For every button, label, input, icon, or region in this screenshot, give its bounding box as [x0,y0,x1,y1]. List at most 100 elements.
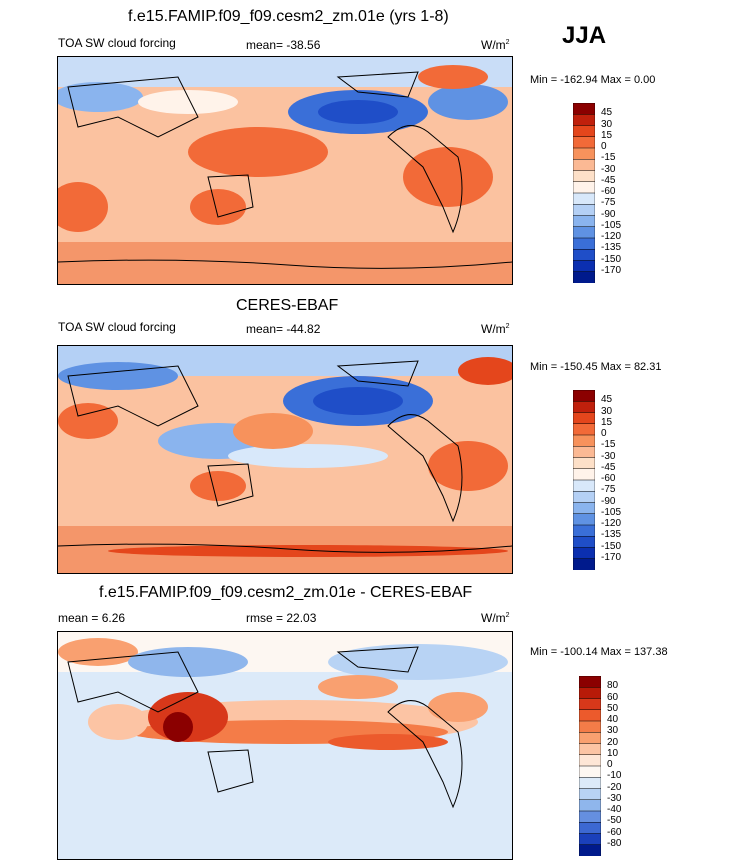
colorbar-tick-label: -90 [601,495,616,507]
colorbar-tick-label: -40 [607,804,622,815]
colorbar-swatch [572,446,596,459]
panel1-colorbar: 45 30 15 0 -15 -30 -45 -60 -75 -90 -105 -120 -135 -15… [572,102,621,288]
panel1-title: f.e15.FAMIP.f09_f09.cesm2_zm.01e (yrs 1-… [128,8,449,25]
colorbar-swatch [572,249,596,262]
colorbar-swatch [578,810,602,823]
colorbar-tick-label: -60 [601,186,616,197]
colorbar-swatch [578,687,602,700]
colorbar-swatch [572,136,596,149]
colorbar-tick-label: 20 [607,736,619,748]
colorbar-swatch [572,536,596,549]
panel1-mean-label: mean= -38.56 [246,38,321,52]
colorbar-tick-label: 60 [607,691,619,703]
panel1-units-label: W/m2 [481,38,510,52]
colorbar-swatch [578,720,602,733]
colorbar-swatch [572,170,596,183]
colorbar-swatch [572,181,596,194]
panel3-rmse-label: rmse = 22.03 [246,611,317,625]
colorbar-swatch [578,743,602,756]
colorbar-swatch [572,260,596,273]
colorbar-tick-label: -45 [601,174,616,186]
colorbar-swatch [572,271,596,284]
colorbar-swatch [578,675,602,688]
colorbar-tick-label: 10 [607,747,619,759]
panel2-colorbar: 45 30 15 0 -15 -30 -45 -60 -75 -90 -105 -120 -135 -15… [572,389,621,575]
colorbar-swatch [578,833,602,846]
colorbar-tick-label: 0 [601,141,607,152]
colorbar-tick-label: -60 [601,473,616,484]
colorbar-tick-label: -120 [601,231,622,242]
colorbar-swatch [572,389,596,402]
panel1-minmax-label: Min = -162.94 Max = 0.00 [530,74,656,86]
colorbar-tick-label: 30 [607,725,619,737]
colorbar-tick-label: 45 [601,394,613,406]
colorbar-swatch [572,159,596,172]
colorbar-tick-label: -10 [607,770,622,782]
colorbar-swatch [578,844,602,857]
colorbar-swatch [572,226,596,239]
colorbar-tick-label: -30 [607,792,622,804]
panel2-units-label: W/m2 [481,322,510,336]
panel2-map [57,345,513,574]
colorbar-tick-label: -50 [607,815,622,827]
colorbar-swatch [572,558,596,571]
colorbar-swatch [572,125,596,138]
panel3-colorbar: 80 60 50 40 30 20 10 0 -10 -20 -30 -40 -50 -60 -80 [578,675,621,861]
colorbar-swatch [572,502,596,515]
colorbar-tick-label: -170 [601,551,622,563]
panel3-map [57,631,513,860]
colorbar-swatch [572,434,596,447]
colorbar-tick-label: 0 [607,759,613,770]
colorbar-tick-label: -30 [601,450,616,462]
colorbar-swatch [572,479,596,492]
colorbar-swatch [572,204,596,217]
colorbar-swatch [572,237,596,250]
colorbar-swatch [572,513,596,526]
colorbar-tick-label: 50 [607,702,619,714]
colorbar-tick-label: -135 [601,242,622,254]
colorbar-swatch [578,777,602,790]
colorbar-swatch [572,147,596,160]
panel1-map [57,56,513,285]
colorbar-swatch [572,412,596,425]
colorbar-tick-label: 80 [607,680,619,692]
colorbar-swatch [578,754,602,767]
panel2-title: CERES-EBAF [236,297,339,314]
colorbar-tick-label: -30 [601,163,616,175]
colorbar-swatch [572,524,596,537]
colorbar-tick-label: -120 [601,518,622,529]
panel3-colorbar-swatches [578,675,602,857]
colorbar-tick-label: -75 [601,197,616,209]
panel3-title: f.e15.FAMIP.f09_f09.cesm2_zm.01e - CERES… [99,584,473,601]
colorbar-swatch [572,547,596,560]
panel2-map-field [58,346,512,573]
colorbar-tick-label: 30 [601,405,613,417]
colorbar-tick-label: -80 [607,837,622,849]
panel2-variable-label: TOA SW cloud forcing [58,320,176,334]
colorbar-tick-label: -45 [601,461,616,473]
colorbar-tick-label: -60 [607,826,622,838]
colorbar-swatch [572,423,596,436]
colorbar-swatch [578,732,602,745]
colorbar-swatch [572,215,596,228]
panel1-map-field [58,57,512,284]
panel3-map-field [58,632,512,859]
colorbar-tick-label: -15 [601,152,616,164]
colorbar-tick-label: -90 [601,208,616,220]
colorbar-swatch [578,698,602,711]
colorbar-swatch [578,822,602,835]
panel1-variable-label: TOA SW cloud forcing [58,36,176,50]
colorbar-tick-label: 15 [601,416,613,428]
panel3-mean-label: mean = 6.26 [58,611,126,625]
colorbar-tick-label: -75 [601,484,616,496]
colorbar-swatch [572,192,596,205]
colorbar-swatch [578,765,602,778]
colorbar-swatch [572,102,596,115]
panel2-colorbar-swatches [572,389,596,571]
season-label: JJA [562,22,607,49]
colorbar-swatch [572,401,596,414]
colorbar-swatch [578,788,602,801]
colorbar-swatch [572,457,596,470]
colorbar-swatch [572,468,596,481]
colorbar-tick-label: 45 [601,107,613,119]
